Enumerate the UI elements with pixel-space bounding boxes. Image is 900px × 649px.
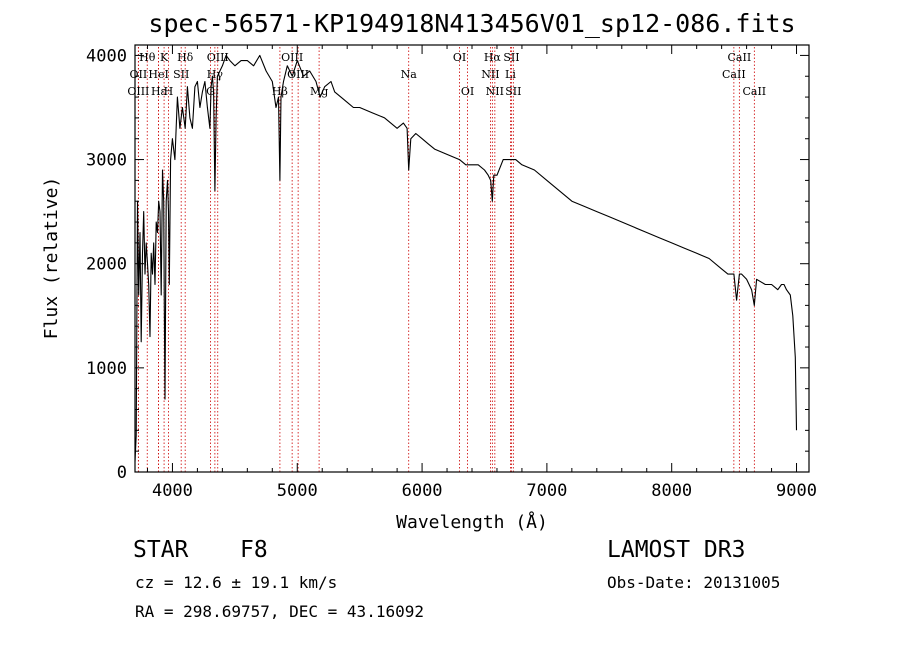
coordinates-ra-dec: RA = 298.69757, DEC = 43.16092 [135, 602, 424, 621]
x-tick-label: 8000 [651, 481, 692, 501]
axis-ticks [135, 45, 809, 473]
line-marker-label: SII [505, 85, 521, 98]
x-tick-labels: 4000 5000 6000 7000 8000 9000 [152, 481, 817, 501]
x-tick-label: 6000 [402, 481, 443, 501]
object-class: STAR [133, 537, 189, 563]
line-marker-label: HeI [148, 68, 168, 81]
line-marker-label: OI [453, 51, 466, 64]
x-tick-label: 7000 [526, 481, 567, 501]
y-axis-label: Flux (relative) [41, 177, 62, 340]
line-marker-label: NII [481, 68, 499, 81]
chart-title: spec-56571-KP194918N413456V01_sp12-086.f… [148, 9, 795, 38]
line-marker-label: OIII [281, 51, 303, 64]
y-tick-label: 1000 [86, 359, 127, 379]
line-marker-label: CaII [728, 51, 752, 64]
spectrum-line [134, 54, 798, 462]
line-marker-label: K [160, 51, 169, 64]
redshift-cz: cz = 12.6 ± 19.1 km/s [135, 573, 338, 592]
y-tick-label: 2000 [86, 255, 127, 275]
line-marker-label: SII [503, 51, 519, 64]
line-marker-label: Hβ [272, 85, 288, 98]
y-tick-label: 0 [117, 463, 127, 483]
x-tick-label: 9000 [776, 481, 817, 501]
subclass: F8 [240, 537, 268, 563]
y-tick-label: 3000 [86, 151, 127, 171]
y-tick-labels: 0 1000 2000 3000 4000 [86, 46, 127, 483]
line-marker-label: Hα [484, 51, 502, 64]
line-marker-label: Li [505, 68, 516, 81]
line-marker-label: CaII [722, 68, 746, 81]
survey-name: LAMOST DR3 [607, 537, 746, 563]
line-marker-label: OIII [127, 85, 149, 98]
observation-date: Obs-Date: 20131005 [607, 573, 781, 592]
line-marker-label: H [164, 85, 174, 98]
x-axis-label: Wavelength (Å) [396, 511, 548, 533]
x-tick-label: 5000 [277, 481, 318, 501]
line-marker-label: CaII [742, 85, 766, 98]
line-marker-label: Hδ [177, 51, 194, 64]
line-marker-label: OI [461, 85, 474, 98]
y-tick-label: 4000 [86, 46, 127, 66]
line-marker-label: SII [173, 68, 189, 81]
line-marker-label: Hθ [139, 51, 156, 64]
line-markers [137, 47, 755, 472]
line-marker-label: OIII [287, 68, 309, 81]
x-tick-label: 4000 [152, 481, 193, 501]
line-marker-label: Na [401, 68, 418, 81]
line-marker-label: OIII [207, 51, 229, 64]
line-marker-label: NII [486, 85, 504, 98]
line-marker-label: Hε [151, 85, 167, 98]
line-marker-label: OII [130, 68, 148, 81]
